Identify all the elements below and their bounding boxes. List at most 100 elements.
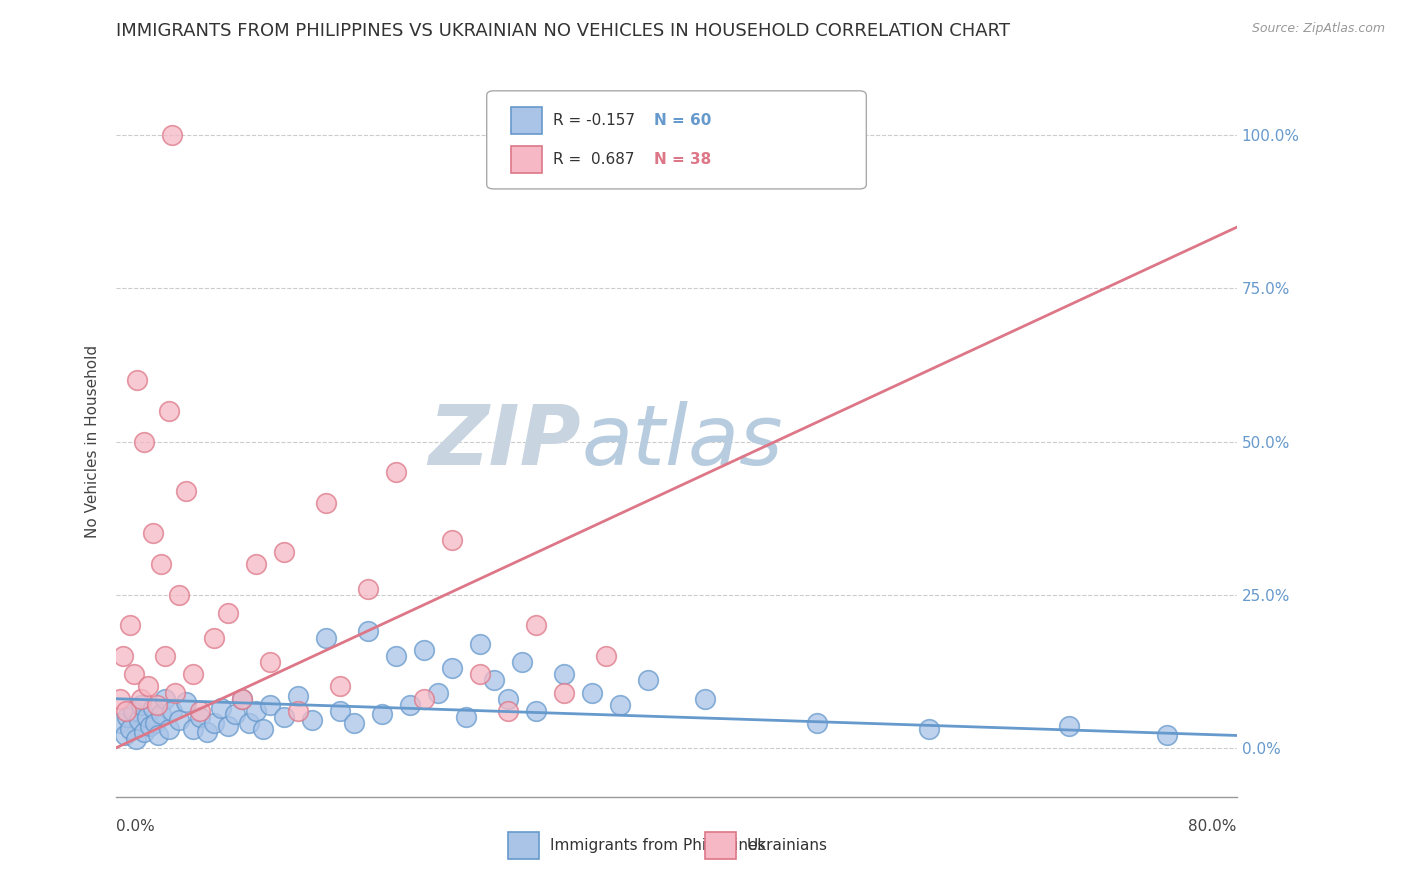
Y-axis label: No Vehicles in Household: No Vehicles in Household [86,345,100,538]
Point [224,707,246,722]
Point [150,707,173,722]
Point [637,673,659,688]
Point [217,719,239,733]
Point [231,691,253,706]
Point [441,533,464,547]
Point [385,648,408,663]
Point [470,667,492,681]
Text: 80.0%: 80.0% [1188,819,1237,834]
Text: ZIP: ZIP [429,401,581,482]
Point [273,545,295,559]
Point [110,691,132,706]
Point [195,725,218,739]
Point [150,557,173,571]
Point [273,710,295,724]
Point [526,618,548,632]
Text: Ukrainians: Ukrainians [747,838,828,854]
Point [131,691,153,706]
Point [357,582,380,596]
Point [112,648,135,663]
Point [413,642,436,657]
Point [806,716,828,731]
Point [155,648,177,663]
Point [553,685,575,699]
Point [693,691,716,706]
Point [148,729,170,743]
Text: R =  0.687: R = 0.687 [553,152,650,167]
Point [231,691,253,706]
Point [117,710,139,724]
Point [114,729,136,743]
Point [120,723,142,737]
Point [385,465,408,479]
Point [512,655,534,669]
Point [1057,719,1080,733]
Point [526,704,548,718]
Point [595,648,617,663]
Point [245,557,267,571]
Point [142,526,165,541]
Text: 0.0%: 0.0% [117,819,155,834]
Point [136,710,159,724]
Point [209,701,232,715]
Text: N = 60: N = 60 [654,112,711,128]
Point [181,667,204,681]
Point [146,698,169,712]
Point [202,631,225,645]
Point [484,673,506,688]
Point [138,680,160,694]
Point [498,704,520,718]
Point [357,624,380,639]
Point [162,128,184,143]
Point [581,685,603,699]
Point [399,698,422,712]
Point [259,698,281,712]
Point [259,655,281,669]
Point [134,725,156,739]
Point [287,689,309,703]
Point [441,661,464,675]
Point [413,691,436,706]
Point [217,606,239,620]
Point [188,710,211,724]
Point [122,704,145,718]
Point [155,691,177,706]
Point [609,698,631,712]
Point [427,685,450,699]
Point [120,618,142,632]
Text: atlas: atlas [581,401,783,482]
Text: N = 38: N = 38 [654,152,711,167]
Text: R = -0.157: R = -0.157 [553,112,650,128]
Point [245,704,267,718]
Point [470,637,492,651]
Text: Source: ZipAtlas.com: Source: ZipAtlas.com [1251,22,1385,36]
Point [202,716,225,731]
Point [145,716,167,731]
Point [287,704,309,718]
Point [343,716,366,731]
Point [159,723,181,737]
Point [252,723,274,737]
Point [134,434,156,449]
Point [329,680,352,694]
Point [498,691,520,706]
Point [128,713,150,727]
Point [1156,729,1178,743]
Point [188,704,211,718]
Point [315,496,337,510]
Point [315,631,337,645]
Point [176,695,198,709]
Point [139,719,162,733]
Point [329,704,352,718]
Text: Immigrants from Philippines: Immigrants from Philippines [550,838,765,854]
Point [917,723,939,737]
Point [142,701,165,715]
Point [176,483,198,498]
Point [456,710,478,724]
Point [238,716,260,731]
Point [371,707,394,722]
Text: IMMIGRANTS FROM PHILIPPINES VS UKRAINIAN NO VEHICLES IN HOUSEHOLD CORRELATION CH: IMMIGRANTS FROM PHILIPPINES VS UKRAINIAN… [117,22,1011,40]
Point [169,713,191,727]
Point [553,667,575,681]
Point [169,588,191,602]
